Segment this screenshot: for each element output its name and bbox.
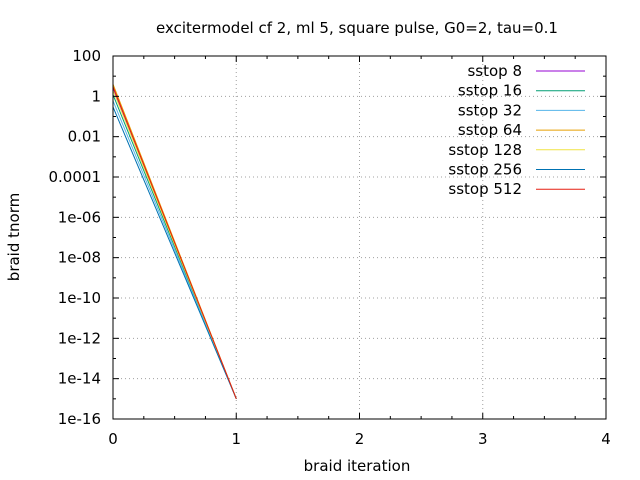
- grid: [113, 56, 606, 419]
- y-tick-label: 0.01: [68, 128, 101, 146]
- x-tick-label: 3: [478, 430, 488, 448]
- y-axis-label: braid tnorm: [5, 193, 23, 281]
- ticks: [112, 55, 607, 420]
- legend-label: sstop 256: [448, 161, 522, 179]
- x-tick-label: 4: [601, 430, 611, 448]
- x-tick-label: 1: [231, 430, 241, 448]
- x-tick-label: 2: [355, 430, 365, 448]
- y-tick-label: 0.0001: [49, 168, 102, 186]
- legend-label: sstop 16: [458, 82, 522, 100]
- series-line: [112, 106, 237, 399]
- chart-title: excitermodel cf 2, ml 5, square pulse, G…: [156, 19, 558, 37]
- y-tick-label: 1e-08: [58, 249, 101, 267]
- y-tick-label: 1e-10: [58, 289, 101, 307]
- legend-label: sstop 128: [448, 141, 522, 159]
- legend-label: sstop 512: [448, 180, 522, 198]
- y-tick-label: 1: [91, 87, 101, 105]
- x-tick-label: 0: [108, 430, 118, 448]
- legend-label: sstop 64: [458, 121, 522, 139]
- y-tick-label: 1e-06: [58, 208, 101, 226]
- series-lines: [112, 84, 237, 399]
- series-line: [112, 86, 237, 399]
- y-tick-label: 1e-16: [58, 410, 101, 428]
- y-tick-label: 1e-12: [58, 329, 101, 347]
- legend-label: sstop 32: [458, 101, 522, 119]
- y-tick-label: 1e-14: [58, 370, 101, 388]
- y-tick-label: 100: [72, 47, 101, 65]
- legend-label: sstop 8: [467, 62, 522, 80]
- x-axis-label: braid iteration: [304, 457, 411, 475]
- y-tick-labels: 100 1 0.01 0.0001 1e-06 1e-08 1e-10 1e-12 1e-14 1…: [49, 47, 102, 428]
- x-tick-labels: 0 1 2 3 4: [108, 430, 611, 448]
